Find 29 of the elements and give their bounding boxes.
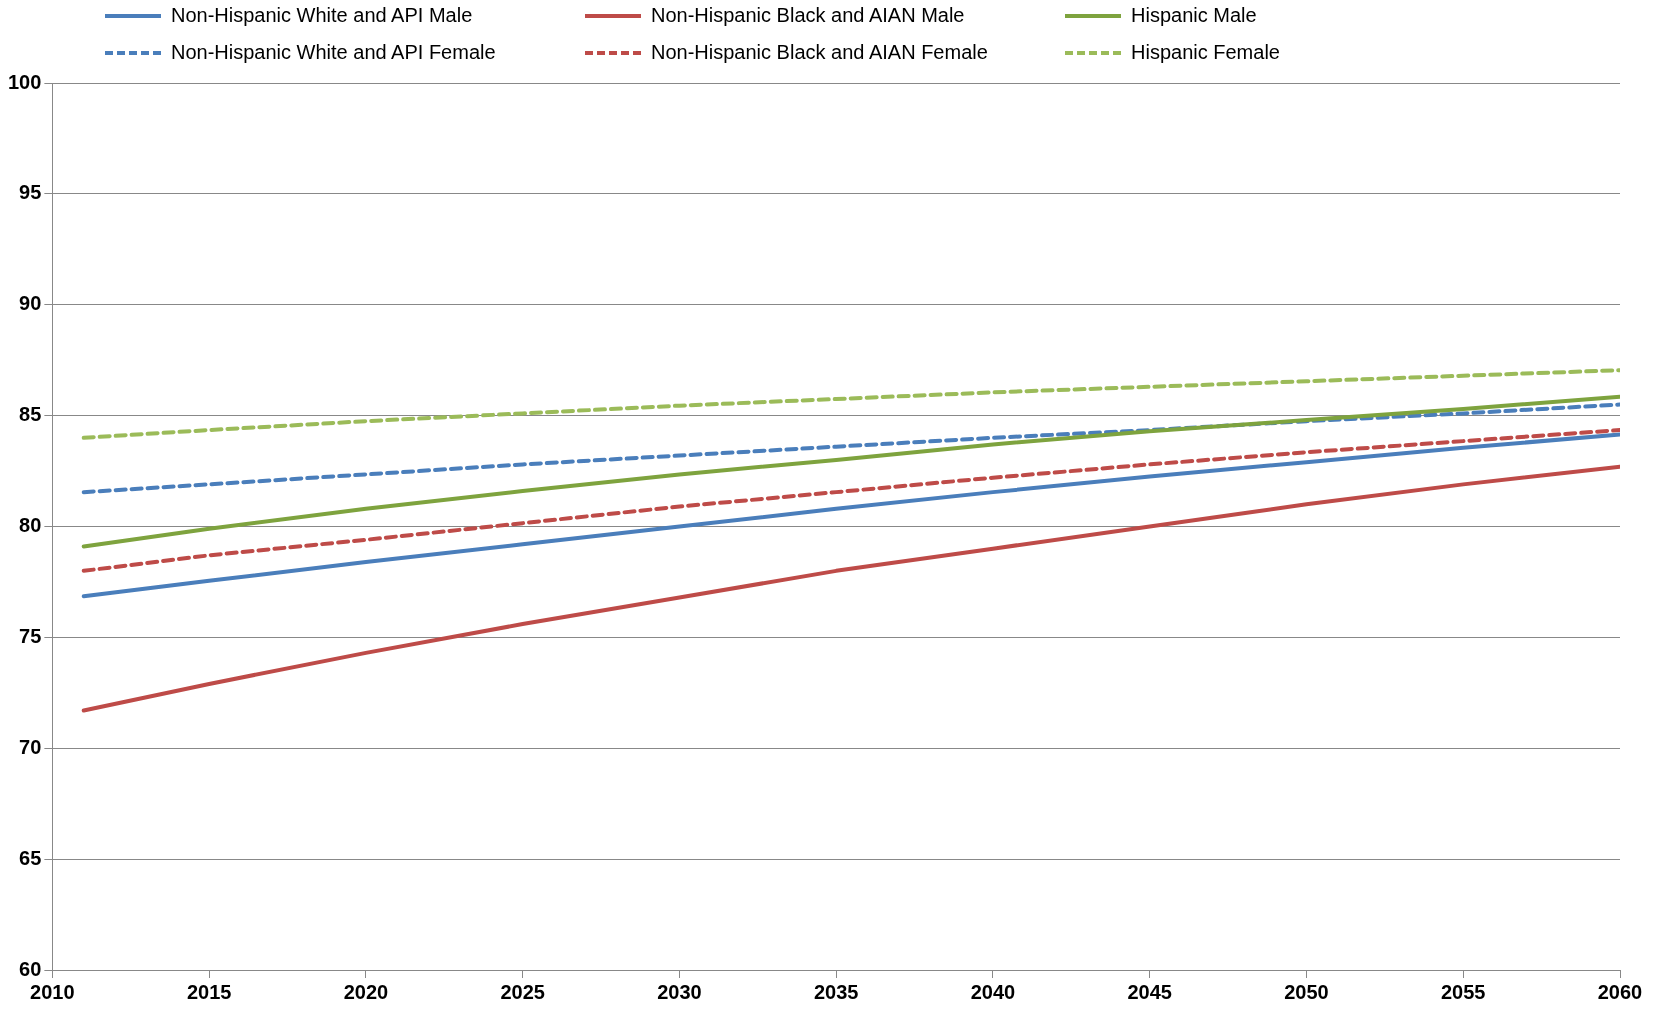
- y-tick-label: 70: [19, 735, 42, 758]
- line-series: [81, 402, 1620, 495]
- y-tick-label: 75: [19, 624, 42, 647]
- x-tick-label: 2010: [30, 980, 75, 1003]
- x-tick-label: 2050: [1284, 980, 1329, 1003]
- legend-label: Non-Hispanic White and API Male: [171, 4, 473, 27]
- x-tick-label: 2025: [500, 980, 545, 1003]
- x-tick-label: 2055: [1440, 980, 1486, 1003]
- x-tick-label: 2045: [1127, 980, 1172, 1003]
- y-tick-label: 100: [7, 70, 42, 93]
- y-tick-label: 95: [19, 181, 42, 204]
- y-tick-label: 90: [19, 292, 42, 315]
- y-tick-label: 65: [19, 846, 42, 869]
- x-tick-label: 2040: [970, 980, 1016, 1003]
- y-tick-label: 85: [19, 403, 42, 426]
- x-tick-label: 2035: [813, 980, 859, 1003]
- x-tick-label: 2020: [343, 980, 389, 1003]
- line-series: [81, 428, 1620, 573]
- legend-label: Hispanic Male: [1131, 4, 1257, 27]
- legend-label: Non-Hispanic White and API Female: [171, 41, 496, 64]
- x-tick-label: 2060: [1597, 980, 1643, 1003]
- y-tick-label: 80: [19, 514, 42, 537]
- legend-label: Hispanic Female: [1131, 41, 1280, 64]
- x-tick-label: 2030: [657, 980, 702, 1003]
- legend-label: Non-Hispanic Black and AIAN Female: [651, 41, 988, 64]
- line-series: [81, 368, 1620, 440]
- legend-label: Non-Hispanic Black and AIAN Male: [651, 4, 965, 27]
- x-tick-label: 2015: [186, 980, 232, 1003]
- y-tick-label: 60: [19, 957, 42, 980]
